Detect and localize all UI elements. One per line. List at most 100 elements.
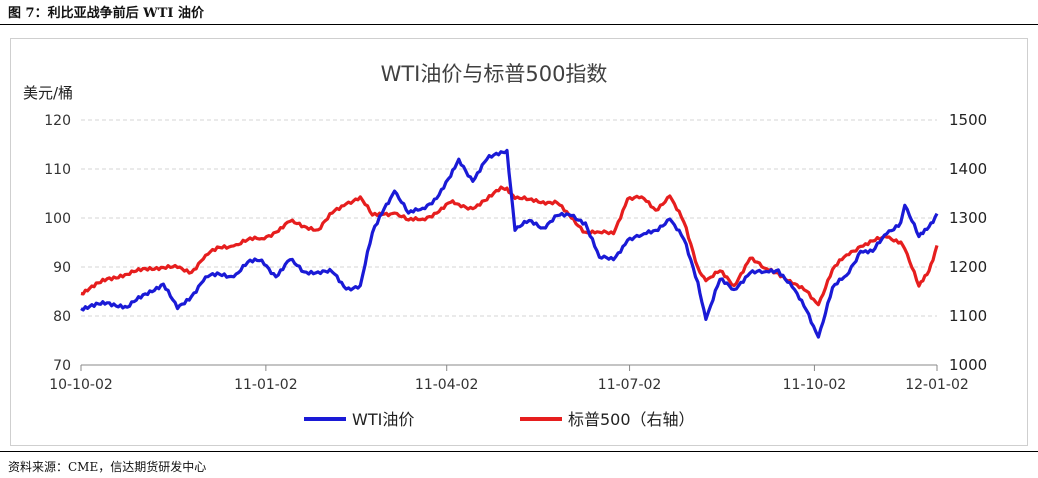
wti-point [275, 276, 277, 278]
wti-point [450, 175, 452, 177]
spx-point [500, 186, 502, 188]
wti-point [733, 288, 735, 290]
wti-point [805, 309, 807, 311]
spx-point [275, 231, 277, 233]
wti-point [817, 336, 819, 338]
spx-point [697, 266, 699, 268]
spx-point [190, 271, 192, 273]
wti-point [176, 307, 178, 309]
x-tick-label: 11-10-02 [783, 377, 847, 393]
wti-point [126, 306, 128, 308]
spx-point [570, 217, 572, 219]
spx-point [654, 209, 656, 211]
wti-point [233, 276, 235, 278]
spx-point [331, 212, 333, 214]
spx-point [218, 246, 220, 248]
wti-point [900, 221, 902, 223]
wti-point [683, 238, 685, 240]
chart-title: WTI油价与标普500指数 [381, 62, 608, 86]
spx-point [763, 267, 765, 269]
spx-point [845, 254, 847, 256]
wti-point [777, 269, 779, 271]
wti-point [303, 271, 305, 273]
spx-point [407, 219, 409, 221]
wti-point [393, 190, 395, 192]
spx-point [162, 266, 164, 268]
wti-point [144, 293, 146, 295]
wti-point [528, 219, 530, 221]
spx-point [936, 244, 938, 246]
spx-point [598, 231, 600, 233]
spx-point [640, 196, 642, 198]
wti-point [421, 207, 423, 209]
y-tick-right: 1400 [949, 160, 987, 178]
y-tick-right: 1500 [949, 111, 987, 129]
spx-point [514, 197, 516, 199]
spx-point [303, 225, 305, 227]
spx-point [289, 220, 291, 222]
spx-point [506, 187, 508, 189]
wti-point [936, 212, 938, 214]
spx-point [733, 284, 735, 286]
y-tick-right: 1100 [949, 307, 987, 325]
wti-point [928, 226, 930, 228]
wti-point [556, 214, 558, 216]
spx-point [345, 203, 347, 205]
wti-point [570, 214, 572, 216]
wti-point [218, 273, 220, 275]
wti-point [542, 227, 544, 229]
wti-point [859, 250, 861, 252]
wti-point [598, 256, 600, 258]
spx-point [458, 203, 460, 205]
spx-point [450, 201, 452, 203]
x-tick-label: 11-01-02 [234, 377, 298, 393]
wti-point [204, 276, 206, 278]
y-tick-left: 110 [44, 162, 71, 178]
y-tick-left: 80 [53, 309, 71, 325]
wti-point [763, 271, 765, 273]
y-tick-left: 120 [44, 113, 71, 129]
spx-point [791, 282, 793, 284]
spx-point [176, 266, 178, 268]
wti-point [904, 204, 906, 206]
wti-point [345, 288, 347, 290]
left-axis-unit: 美元/桶 [23, 84, 73, 102]
wti-point [845, 274, 847, 276]
wti-point [486, 158, 488, 160]
wti-point [317, 271, 319, 273]
series-layer [80, 148, 939, 339]
y-tick-right: 1000 [949, 356, 987, 374]
spx-point [719, 270, 721, 272]
y-tick-left: 70 [53, 358, 71, 374]
legend-label-spx: 标普500（右轴） [568, 410, 695, 429]
wti-point [705, 318, 707, 320]
figure-label: 图 7：利比亚战争前后 WTI 油价 [8, 6, 204, 21]
wti-point [190, 295, 192, 297]
spx-point [859, 245, 861, 247]
spx-point [928, 270, 930, 272]
chart-svg: WTI油价与标普500指数 美元/桶 70 80 90 100 110 120 1000 11… [23, 62, 987, 429]
spx-point [542, 201, 544, 203]
spx-point [584, 231, 586, 233]
spx-point [831, 268, 833, 270]
x-tick-label: 12-01-02 [905, 377, 969, 393]
bottom-rule [0, 451, 1038, 452]
spx-point [918, 285, 920, 287]
spx-point [528, 198, 530, 200]
wti-point [506, 149, 508, 151]
wti-point [669, 218, 671, 220]
wti-point [886, 232, 888, 234]
series-line-spx [80, 185, 939, 307]
wti-point [106, 302, 108, 304]
spx-point [247, 238, 249, 240]
wti-point [697, 281, 699, 283]
spx-point [421, 218, 423, 220]
spx-point [805, 290, 807, 292]
top-rule [0, 24, 1038, 25]
spx-point [435, 212, 437, 214]
wti-point [500, 151, 502, 153]
spx-point [705, 280, 707, 282]
wti-point [247, 261, 249, 263]
spx-point [80, 292, 82, 294]
wti-point [162, 283, 164, 285]
